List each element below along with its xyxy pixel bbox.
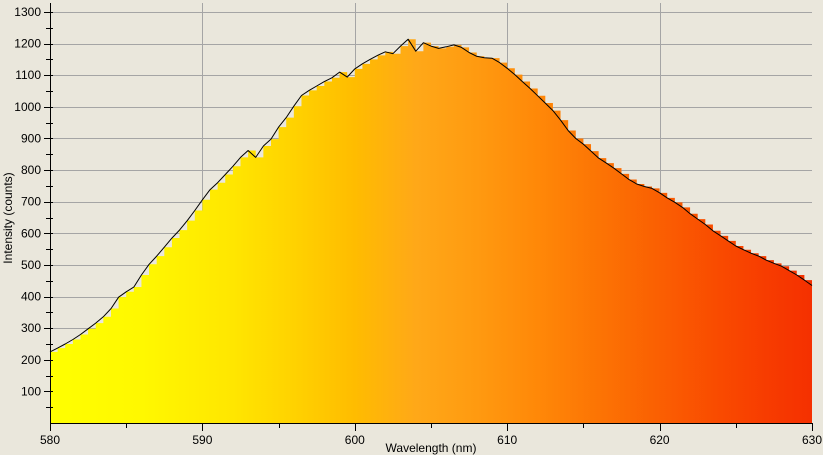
y-tick-label: 1100 (15, 68, 41, 82)
spectrum-trace (49, 38, 813, 353)
y-tick-label: 700 (21, 195, 41, 209)
y-tick-label: 300 (21, 321, 41, 335)
x-tick-label: 620 (650, 433, 670, 447)
y-tick-label: 600 (21, 226, 41, 240)
x-axis-title: Wavelength (nm) (386, 441, 477, 455)
x-tick-label: 590 (192, 433, 212, 447)
y-tick-label: 500 (21, 258, 41, 272)
y-tick-label: 1200 (14, 37, 41, 51)
spectrum-fill (50, 39, 812, 423)
y-tick-label: 800 (21, 163, 41, 177)
y-tick-label: 900 (21, 131, 41, 145)
y-tick-label: 1300 (14, 5, 41, 19)
y-tick-label: 1000 (14, 100, 41, 114)
x-tick-label: 630 (802, 433, 822, 447)
y-tick-label: 400 (21, 290, 41, 304)
x-tick-label: 600 (345, 433, 365, 447)
y-axis-title: Intensity (counts) (1, 172, 15, 263)
y-tick-label: 100 (21, 384, 41, 398)
y-tick-label: 200 (21, 353, 41, 367)
x-tick-label: 610 (497, 433, 517, 447)
x-tick-label: 580 (40, 433, 60, 447)
